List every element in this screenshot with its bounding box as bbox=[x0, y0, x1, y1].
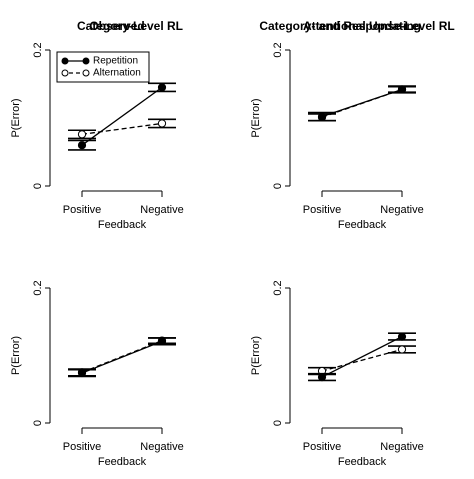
x-tick-label: Negative bbox=[140, 204, 183, 216]
chart-panel-3: Category-Level RL 0 0.2 P(Error) Positive Neg… bbox=[10, 19, 184, 468]
legend-marker bbox=[61, 69, 69, 77]
series-repetition bbox=[308, 85, 416, 122]
y-tick-label: 0.2 bbox=[272, 42, 284, 57]
data-point bbox=[397, 345, 407, 354]
data-point bbox=[397, 85, 407, 94]
y-axis-label: P(Error) bbox=[250, 98, 262, 137]
legend-label: Alternation bbox=[93, 68, 141, 79]
series-line bbox=[81, 340, 163, 374]
x-axis-label: Feedback bbox=[98, 219, 147, 231]
x-axis-label: Feedback bbox=[338, 219, 387, 231]
x-tick-label: Positive bbox=[63, 441, 102, 453]
series-repetition bbox=[68, 82, 176, 151]
series-line bbox=[321, 336, 403, 378]
data-point bbox=[77, 130, 87, 139]
y-tick-label: 0 bbox=[272, 420, 284, 426]
series-line bbox=[321, 88, 403, 118]
y-axis-label: P(Error) bbox=[10, 336, 22, 375]
series-repetition bbox=[308, 332, 416, 382]
series-line bbox=[81, 86, 163, 146]
chart-title: Category- and Response-Level RL bbox=[259, 19, 454, 33]
chart-title: Category-Level RL bbox=[77, 19, 183, 33]
data-point bbox=[157, 83, 167, 92]
x-tick-label: Negative bbox=[140, 441, 183, 453]
y-tick-label: 0 bbox=[32, 183, 44, 189]
y-tick-label: 0 bbox=[32, 420, 44, 426]
data-point bbox=[77, 141, 87, 150]
chart-panel-4: Category- and Response-Level RL 0 0.2 P(Err… bbox=[250, 19, 455, 468]
x-tick-label: Positive bbox=[63, 204, 102, 216]
x-tick-label: Positive bbox=[303, 441, 342, 453]
data-point bbox=[317, 112, 327, 121]
series-repetition bbox=[68, 337, 176, 378]
legend-box bbox=[56, 51, 150, 83]
y-axis-label: P(Error) bbox=[250, 336, 262, 375]
y-tick-label: 0.2 bbox=[272, 280, 284, 295]
series-line bbox=[321, 348, 403, 372]
legend-marker bbox=[82, 57, 90, 65]
data-point bbox=[397, 332, 407, 341]
legend-label: Repetition bbox=[93, 56, 138, 67]
chart-panel-1: Observed 0 0.2 P(Error) Positive Negative Feed… bbox=[10, 19, 184, 231]
series-alternation bbox=[68, 118, 176, 140]
data-point bbox=[157, 119, 167, 128]
legend-marker bbox=[82, 69, 90, 77]
chart-title: Observed bbox=[89, 19, 144, 33]
series-line bbox=[81, 122, 163, 135]
legend-marker bbox=[61, 57, 69, 65]
y-axis-label: P(Error) bbox=[10, 98, 22, 137]
y-tick-label: 0 bbox=[272, 183, 284, 189]
x-tick-label: Negative bbox=[380, 204, 423, 216]
x-tick-label: Negative bbox=[380, 441, 423, 453]
data-point bbox=[157, 337, 167, 346]
data-point bbox=[77, 368, 87, 378]
y-tick-label: 0.2 bbox=[32, 280, 44, 295]
chart-panel-2: Attentional Updating 0 0.2 P(Error) Positive… bbox=[250, 19, 424, 231]
series-alternation bbox=[308, 345, 416, 376]
x-axis-label: Feedback bbox=[338, 456, 387, 468]
data-point bbox=[317, 373, 327, 382]
chart-title: Attentional Updating bbox=[303, 19, 421, 33]
y-tick-label: 0.2 bbox=[32, 42, 44, 57]
x-axis-label: Feedback bbox=[98, 456, 147, 468]
x-tick-label: Positive bbox=[303, 204, 342, 216]
